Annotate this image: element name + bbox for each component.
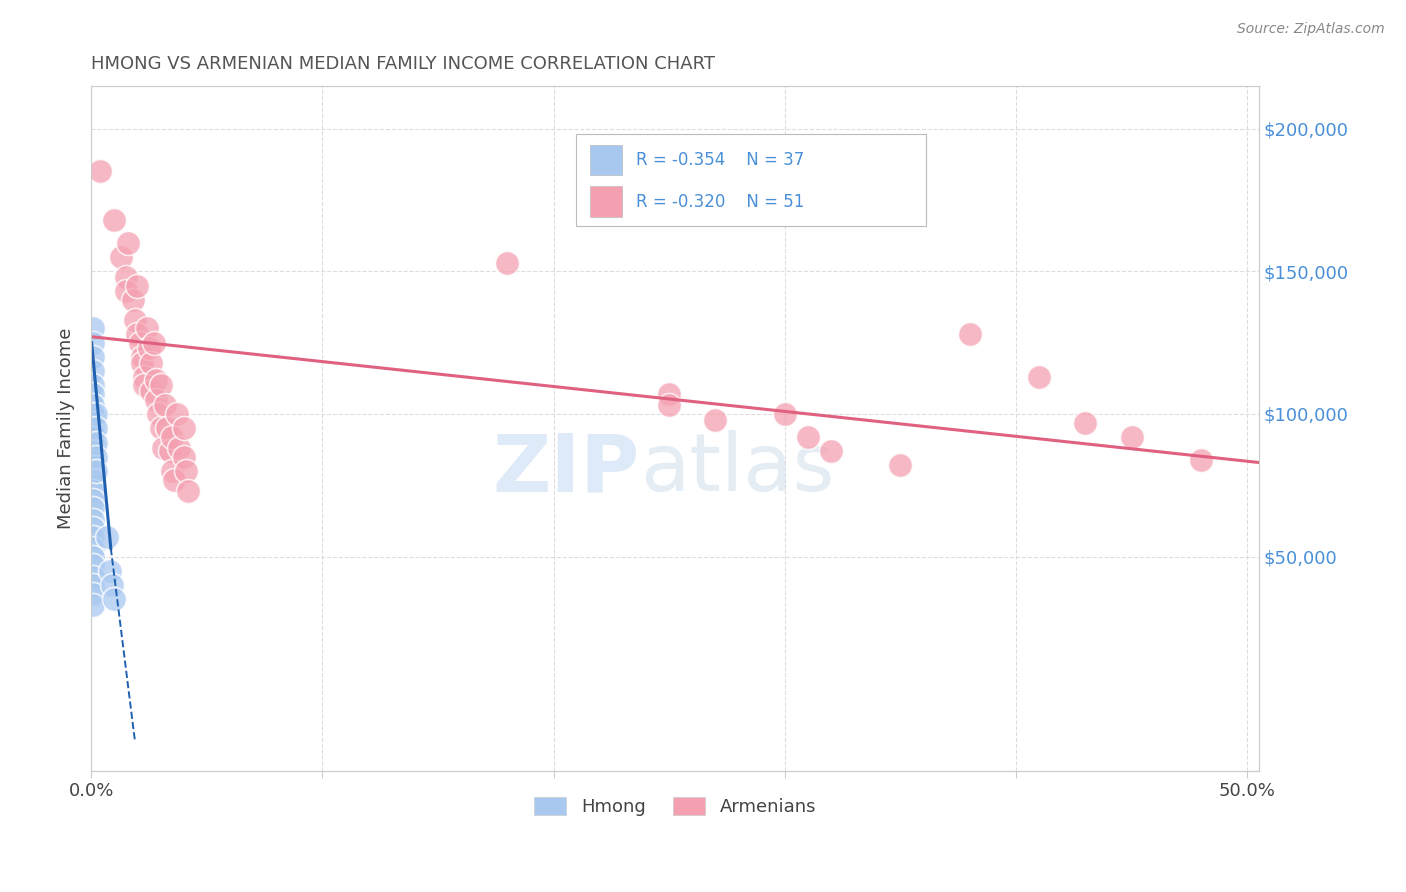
Point bbox=[173, 450, 195, 464]
Point bbox=[82, 350, 104, 364]
Text: HMONG VS ARMENIAN MEDIAN FAMILY INCOME CORRELATION CHART: HMONG VS ARMENIAN MEDIAN FAMILY INCOME C… bbox=[91, 55, 716, 73]
Point bbox=[82, 473, 104, 487]
Point bbox=[131, 350, 153, 364]
Point bbox=[142, 335, 165, 350]
Point bbox=[82, 549, 104, 564]
Point bbox=[159, 444, 181, 458]
Point bbox=[82, 587, 104, 601]
Point bbox=[82, 464, 104, 478]
Point bbox=[141, 356, 163, 370]
Point bbox=[1121, 430, 1143, 444]
Point bbox=[148, 407, 170, 421]
Point bbox=[177, 483, 200, 498]
Point bbox=[84, 407, 107, 421]
Point bbox=[82, 321, 104, 335]
Text: atlas: atlas bbox=[640, 430, 834, 508]
Point bbox=[82, 512, 104, 526]
Point bbox=[141, 384, 163, 399]
Point bbox=[1028, 370, 1050, 384]
Point bbox=[1189, 452, 1212, 467]
Point bbox=[134, 378, 156, 392]
Point bbox=[82, 407, 104, 421]
Point bbox=[82, 399, 104, 413]
Point bbox=[121, 293, 143, 307]
Point bbox=[82, 435, 104, 450]
FancyBboxPatch shape bbox=[575, 134, 927, 227]
Point bbox=[889, 458, 911, 473]
Point bbox=[127, 278, 149, 293]
Point bbox=[84, 450, 107, 464]
Bar bbox=[589, 145, 623, 176]
Point bbox=[84, 421, 107, 435]
Point bbox=[82, 455, 104, 469]
Text: R = -0.354    N = 37: R = -0.354 N = 37 bbox=[637, 151, 804, 169]
Point bbox=[82, 416, 104, 430]
Point bbox=[704, 413, 727, 427]
Point bbox=[82, 541, 104, 555]
Point bbox=[82, 521, 104, 535]
Point bbox=[134, 370, 156, 384]
Point bbox=[658, 399, 681, 413]
Point bbox=[160, 430, 183, 444]
Point bbox=[98, 564, 121, 578]
Point bbox=[1074, 416, 1097, 430]
Point bbox=[82, 492, 104, 507]
Point bbox=[138, 342, 160, 356]
Point bbox=[82, 335, 104, 350]
Point bbox=[110, 250, 132, 264]
Point bbox=[163, 473, 186, 487]
Point bbox=[820, 444, 842, 458]
Point bbox=[84, 435, 107, 450]
Point bbox=[82, 569, 104, 583]
Point bbox=[82, 426, 104, 441]
Point bbox=[96, 530, 118, 544]
Point bbox=[959, 327, 981, 342]
Point bbox=[101, 578, 124, 592]
Point bbox=[156, 421, 179, 435]
Point bbox=[114, 270, 136, 285]
Point bbox=[174, 464, 197, 478]
Point bbox=[658, 387, 681, 401]
Point bbox=[797, 430, 820, 444]
Point bbox=[89, 164, 111, 178]
Point bbox=[82, 364, 104, 378]
Point bbox=[135, 321, 157, 335]
Text: Source: ZipAtlas.com: Source: ZipAtlas.com bbox=[1237, 22, 1385, 37]
Text: R = -0.320    N = 51: R = -0.320 N = 51 bbox=[637, 193, 804, 211]
Point bbox=[166, 407, 188, 421]
Point bbox=[124, 313, 146, 327]
Point bbox=[496, 256, 519, 270]
Point bbox=[114, 285, 136, 299]
Point bbox=[103, 213, 125, 227]
Point bbox=[82, 483, 104, 498]
Point bbox=[82, 378, 104, 392]
Point bbox=[82, 598, 104, 612]
Point bbox=[82, 444, 104, 458]
Legend: Hmong, Armenians: Hmong, Armenians bbox=[527, 789, 824, 823]
Point bbox=[82, 387, 104, 401]
Point bbox=[128, 335, 150, 350]
Point bbox=[152, 441, 174, 455]
Point bbox=[82, 578, 104, 592]
Point bbox=[160, 464, 183, 478]
Point bbox=[127, 327, 149, 342]
Point bbox=[103, 592, 125, 607]
Point bbox=[167, 441, 190, 455]
Point bbox=[153, 399, 176, 413]
Point bbox=[117, 235, 139, 250]
Point bbox=[131, 356, 153, 370]
Point bbox=[82, 530, 104, 544]
Point bbox=[173, 421, 195, 435]
Point bbox=[82, 501, 104, 516]
Text: ZIP: ZIP bbox=[492, 430, 640, 508]
Point bbox=[773, 407, 796, 421]
Point bbox=[145, 392, 167, 407]
Point bbox=[149, 378, 172, 392]
Point bbox=[145, 373, 167, 387]
Point bbox=[149, 421, 172, 435]
Y-axis label: Median Family Income: Median Family Income bbox=[58, 327, 75, 529]
Point bbox=[82, 558, 104, 573]
Point bbox=[84, 464, 107, 478]
Bar bbox=[589, 186, 623, 217]
